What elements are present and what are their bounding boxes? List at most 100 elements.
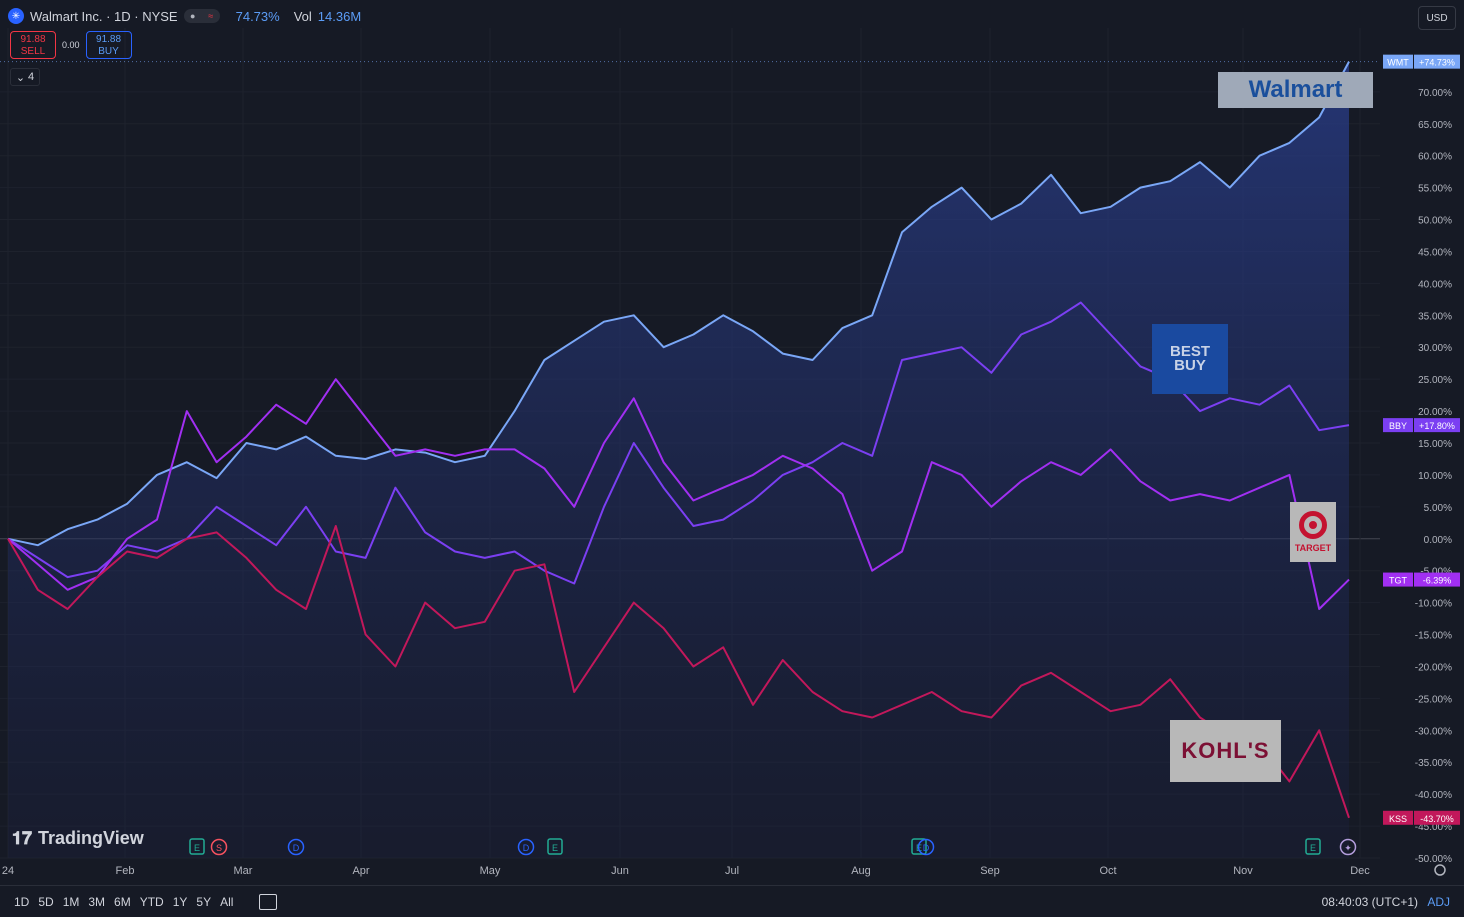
price-label-ticker: BBY <box>1389 421 1407 431</box>
y-tick-label: 15.00% <box>1418 439 1452 450</box>
event-letter: E <box>552 843 558 853</box>
toggle-pill[interactable]: ● ≈ <box>183 9 220 23</box>
x-tick-label: Mar <box>234 865 253 877</box>
y-tick-label: -50.00% <box>1415 854 1452 865</box>
range-3m[interactable]: 3M <box>88 894 106 909</box>
price-label-ticker-bg <box>1383 810 1413 825</box>
y-tick-label: -5.00% <box>1420 567 1452 578</box>
event-letter: E <box>1310 843 1316 853</box>
x-tick-label: Dec <box>1350 865 1370 877</box>
price-label-ticker-bg <box>1383 418 1413 433</box>
x-tick-label: Oct <box>1099 865 1116 877</box>
bestbuy-logo: BEST BUY <box>1152 324 1228 394</box>
y-tick-label: -35.00% <box>1415 758 1452 769</box>
range-buttons: 1D 5D 1M 3M 6M YTD 1Y 5Y All <box>14 895 233 909</box>
calendar-icon[interactable] <box>259 893 278 910</box>
trade-panel: 91.88 SELL 0.00 91.88 BUY <box>10 31 132 59</box>
walmart-logo-text: Walmart <box>1248 76 1343 103</box>
comparison-chart[interactable]: -50.00% -45.00% -40.00% -35.00% -30.00% -25.0… <box>0 0 1464 885</box>
clock[interactable]: 08:40:03 (UTC+1) <box>1321 894 1418 909</box>
indicator-count: 4 <box>28 71 35 83</box>
y-tick-label: 65.00% <box>1418 120 1452 131</box>
event-letter: E <box>194 843 200 853</box>
price-label-value: +17.80% <box>1419 421 1455 431</box>
indicators-collapse-button[interactable]: ⌄ 4 <box>10 68 40 86</box>
range-5d[interactable]: 5D <box>38 894 54 909</box>
adj-toggle[interactable]: ADJ <box>1427 894 1450 909</box>
sell-button[interactable]: 91.88 SELL <box>10 31 56 59</box>
y-tick-label: 20.00% <box>1418 407 1452 418</box>
x-tick-label: Sep <box>980 865 1000 877</box>
earnings-icon <box>189 838 205 855</box>
y-tick-label: 70.00% <box>1418 88 1452 99</box>
price-label-ticker-bg <box>1383 54 1413 69</box>
chevron-down-icon: ⌄ <box>15 71 26 84</box>
y-tick-label: 60.00% <box>1418 152 1452 163</box>
series-labels: WMT +74.73% BBY +17.80% TGT -6.39% KSS -43.70% <box>1383 54 1460 825</box>
tradingview-logo-text: TradingView <box>38 828 144 848</box>
price-label-bby: BBY +17.80% <box>1383 418 1460 433</box>
y-tick-label: 30.00% <box>1418 343 1452 354</box>
range-6m[interactable]: 6M <box>114 894 131 909</box>
buy-button[interactable]: 91.88 BUY <box>85 31 132 59</box>
wmt-area <box>8 61 1349 859</box>
x-tick-label: Apr <box>352 865 369 877</box>
event-marker: E <box>1305 838 1321 855</box>
range-5y[interactable]: 5Y <box>196 894 212 909</box>
tradingview-logo[interactable]: 𝟏𝟕 TradingView <box>12 828 144 849</box>
line-wmt <box>7 61 1350 547</box>
spread-value: 0.00 <box>62 40 80 50</box>
y-tick-label: 25.00% <box>1418 375 1452 386</box>
split-icon <box>210 838 228 856</box>
range-all[interactable]: All <box>220 894 234 909</box>
earnings-icon <box>911 838 927 855</box>
y-tick-label: -45.00% <box>1415 822 1452 833</box>
price-label-ticker-bg <box>1383 572 1413 587</box>
event-marker: E <box>189 838 205 855</box>
price-label-ticker: TGT <box>1389 576 1407 586</box>
x-tick-label: Feb <box>116 865 135 877</box>
price-label-ticker: KSS <box>1389 814 1407 824</box>
line-tgt <box>7 378 1350 610</box>
price-label-value-bg <box>1414 572 1460 587</box>
earnings-icon <box>1305 838 1321 855</box>
kohls-logo: KOHL'S <box>1170 720 1281 782</box>
target-bullseye-icon <box>1299 511 1327 539</box>
target-logo-text: TARGET <box>1294 543 1332 553</box>
symbol-title[interactable]: Walmart Inc. · 1D · NYSE <box>30 8 178 24</box>
volume-value: 14.36M <box>317 8 362 24</box>
buy-label: BUY <box>98 46 119 57</box>
y-tick-label: -20.00% <box>1415 662 1452 673</box>
range-1y[interactable]: 1Y <box>172 894 188 909</box>
range-ytd[interactable]: YTD <box>139 894 164 909</box>
event-letter: S <box>216 843 222 853</box>
y-tick-label: 35.00% <box>1418 311 1452 322</box>
y-tick-label: 45.00% <box>1418 247 1452 258</box>
line-bby <box>7 301 1350 585</box>
y-tick-label: 10.00% <box>1418 471 1452 482</box>
event-letter: ✦ <box>1344 843 1352 853</box>
event-marker: S <box>210 838 228 856</box>
settings-gear-icon[interactable] <box>1434 864 1446 876</box>
change-percent: 74.73% <box>235 8 280 24</box>
price-label-value: -6.39% <box>1423 576 1452 586</box>
range-1m[interactable]: 1M <box>62 894 80 909</box>
area-wmt <box>8 61 1349 859</box>
kohls-logo-text: KOHL'S <box>1181 738 1270 763</box>
price-label-tgt: TGT -6.39% <box>1383 572 1460 587</box>
bestbuy-logo-line1: BEST <box>1169 343 1210 360</box>
series <box>0 61 1378 819</box>
y-tick-label: 50.00% <box>1418 216 1452 227</box>
bestbuy-logo-line2: BUY <box>1174 357 1206 374</box>
x-axis: 24 Feb Mar Apr May Jun Jul Aug Sep Oct Nov Dec <box>2 865 1370 877</box>
currency-button[interactable]: USD <box>1418 6 1456 30</box>
tv-mark-icon: 𝟏𝟕 <box>12 828 33 848</box>
y-tick-label: 40.00% <box>1418 279 1452 290</box>
eye-icon: ● <box>190 11 196 21</box>
range-1d[interactable]: 1D <box>14 894 30 909</box>
sell-label: SELL <box>20 46 46 57</box>
event-letter: D <box>923 843 930 853</box>
price-label-value-bg <box>1414 418 1460 433</box>
x-tick-label: Jun <box>611 865 629 877</box>
price-label-value: +74.73% <box>1419 58 1455 68</box>
